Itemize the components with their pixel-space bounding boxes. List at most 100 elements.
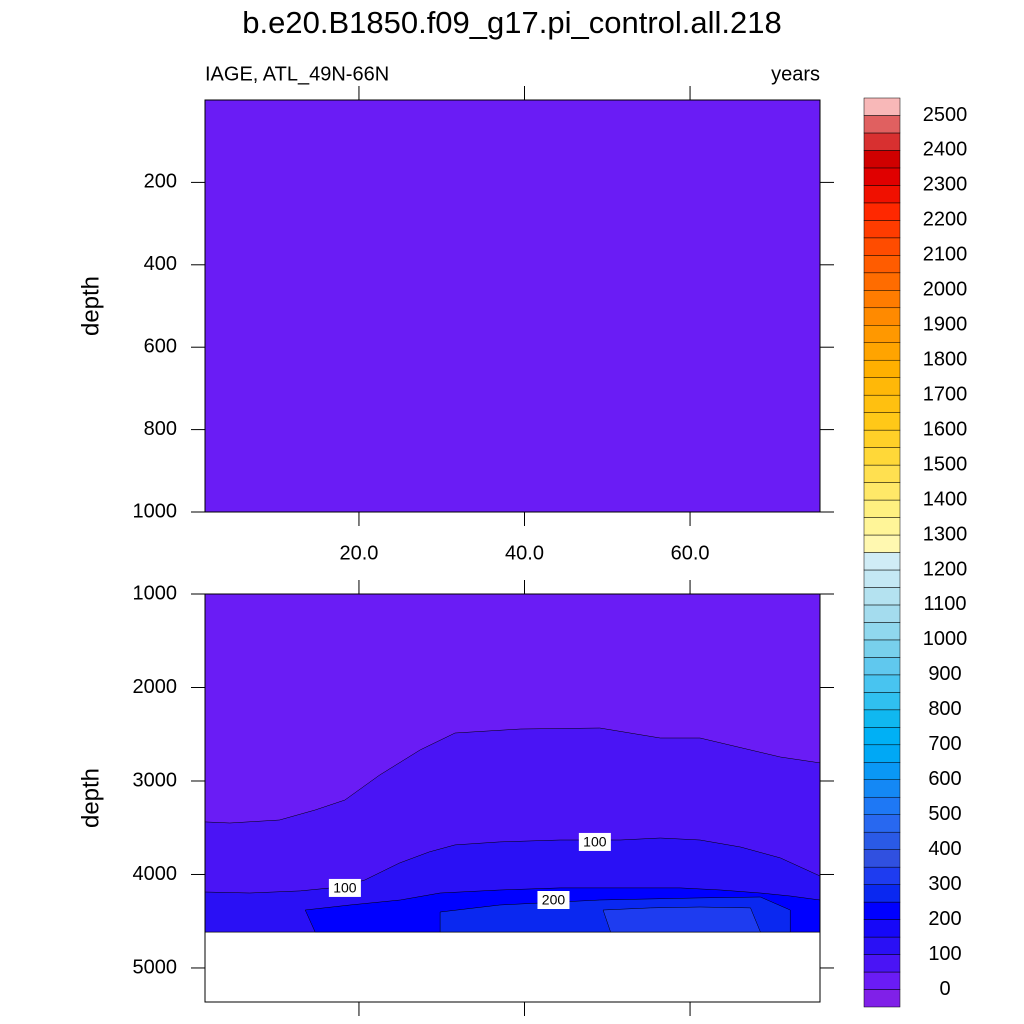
contour-label: 100 xyxy=(333,880,357,896)
colorbar-label: 1700 xyxy=(923,383,968,405)
panel: 1000 2000 3000 4000 5000 depth 100 100 200 xyxy=(77,580,834,1016)
colorbar-box xyxy=(863,604,901,623)
colorbar-box xyxy=(863,989,901,1008)
colorbar-box xyxy=(863,447,901,466)
colorbar-box xyxy=(863,394,901,413)
y-tick-label: 5000 xyxy=(133,956,178,978)
colorbar-label: 2500 xyxy=(923,104,968,126)
contour-label-box xyxy=(578,832,611,851)
plot-frame xyxy=(204,99,821,513)
colorbar-label: 1000 xyxy=(923,628,968,650)
y-tick-label: 1000 xyxy=(133,500,178,522)
colorbar-label: 900 xyxy=(928,663,961,685)
colorbar-label: 200 xyxy=(928,908,961,930)
colorbar-box xyxy=(863,919,901,938)
colorbar-box xyxy=(863,132,901,151)
colorbar-box xyxy=(863,325,901,343)
colorbar-label: 1300 xyxy=(923,523,968,545)
colorbar-box xyxy=(863,290,901,309)
colorbar-box xyxy=(863,272,901,291)
x-tick-label: 20.0 xyxy=(339,542,378,564)
colorbar-box xyxy=(863,744,901,763)
colorbar-box xyxy=(863,150,901,169)
colorbar-box xyxy=(863,307,901,326)
colorbar-box xyxy=(863,255,901,274)
colorbar-label: 2200 xyxy=(923,209,968,231)
x-tick-label: 60.0 xyxy=(671,542,710,564)
colorbar-box xyxy=(863,657,901,676)
regions xyxy=(205,100,820,512)
colorbar-box xyxy=(863,796,901,815)
colorbar-label: 2000 xyxy=(923,279,968,301)
colorbar-box xyxy=(863,220,901,239)
colorbar-label: 600 xyxy=(928,768,961,790)
colorbar-label: 500 xyxy=(928,803,961,825)
colorbar-box xyxy=(863,954,901,973)
colorbar-box xyxy=(863,97,901,116)
colorbar-box xyxy=(863,692,901,711)
colorbar-box xyxy=(863,831,901,850)
colorbar-box xyxy=(863,779,901,798)
colorbar-box xyxy=(863,482,901,501)
colorbar-label: 1400 xyxy=(923,488,968,510)
y-tick-label: 1000 xyxy=(133,582,178,604)
regions xyxy=(205,594,820,933)
subtitle-right: years xyxy=(771,63,820,85)
subtitle-left: IAGE, ATL_49N-66N xyxy=(205,63,389,85)
colorbar-label: 1500 xyxy=(923,453,968,475)
colorbar-label: 400 xyxy=(928,838,961,860)
x-tick-label: 40.0 xyxy=(505,542,544,564)
colorbar-label: 1100 xyxy=(923,593,966,615)
colorbar-label: 1200 xyxy=(923,558,968,580)
colorbar-box xyxy=(863,884,901,903)
colorbar-label: 700 xyxy=(928,733,961,755)
colorbar-box xyxy=(863,202,901,221)
colorbar-box xyxy=(863,849,901,868)
colorbar-label: 800 xyxy=(928,698,961,720)
colorbar-box xyxy=(863,936,901,955)
colorbar-label: 2100 xyxy=(923,244,968,266)
colorbar-box xyxy=(863,359,901,378)
colorbar-box xyxy=(863,901,901,920)
colorbar-label: 1900 xyxy=(923,314,968,336)
colorbar-box xyxy=(863,552,901,571)
colorbar-box xyxy=(863,727,901,746)
colorbar-box xyxy=(863,639,901,658)
contour-label: 100 xyxy=(583,834,607,850)
colorbar-box xyxy=(863,412,901,431)
colorbar-label: 300 xyxy=(928,873,961,895)
y-tick-label: 4000 xyxy=(133,863,178,885)
colorbar-box xyxy=(863,115,901,134)
chart-title: b.e20.B1850.f09_g17.pi_control.all.218 xyxy=(242,5,782,40)
colorbar-box xyxy=(863,762,901,780)
colorbar-label: 100 xyxy=(928,943,961,965)
colorbar-box xyxy=(863,517,901,536)
y-tick-label: 800 xyxy=(144,418,177,440)
y-tick-label: 600 xyxy=(144,335,177,357)
y-tick-label: 3000 xyxy=(133,769,178,791)
colorbar-label: 1600 xyxy=(923,418,968,440)
colorbar-box xyxy=(863,237,901,256)
contour-label-box xyxy=(328,878,361,897)
colorbar-box xyxy=(863,167,901,186)
colorbar-label: 1800 xyxy=(923,348,968,370)
colorbar-box xyxy=(863,185,901,204)
colorbar-box xyxy=(863,814,901,833)
colorbar-label: 2400 xyxy=(923,139,968,161)
colorbar-box xyxy=(863,587,901,606)
y-tick-label: 2000 xyxy=(133,676,178,698)
plot-frame xyxy=(204,593,821,1003)
y-tick-label: 200 xyxy=(144,171,177,193)
colorbar-label: 0 xyxy=(939,978,950,1000)
colorbar-box xyxy=(863,534,901,553)
colorbar-label: 2300 xyxy=(923,174,968,196)
colorbar-box xyxy=(863,464,901,483)
contour-label: 200 xyxy=(542,892,566,908)
contour-region xyxy=(602,906,761,933)
colorbar-box xyxy=(863,622,901,641)
colorbar-box xyxy=(863,569,901,588)
colorbar-box xyxy=(863,499,901,518)
y-axis-label: depth xyxy=(77,276,104,336)
colorbar-box xyxy=(863,709,901,728)
